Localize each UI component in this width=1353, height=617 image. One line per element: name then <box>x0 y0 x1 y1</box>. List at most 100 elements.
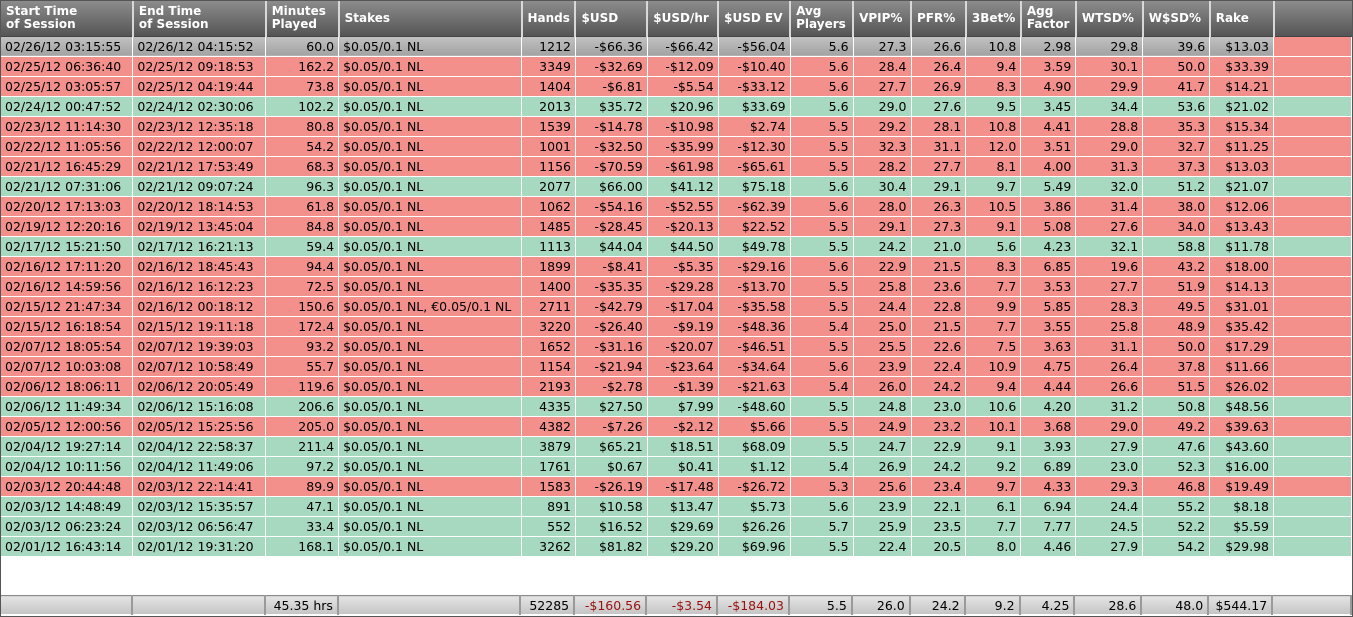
column-header-hands[interactable]: Hands <box>521 1 577 37</box>
column-header-avg-players[interactable]: Avg Players <box>790 1 855 37</box>
cell-vpip: 25.9 <box>853 516 912 537</box>
column-header-rake[interactable]: Rake <box>1209 1 1275 37</box>
column-header-usd[interactable]: $USD <box>575 1 649 37</box>
table-row[interactable]: 02/04/12 19:27:14 02/04/12 22:58:37 211.4 $… <box>1 436 1352 457</box>
cell-stakes: $0.05/0.1 NL <box>338 236 522 257</box>
column-header-pfr[interactable]: PFR% <box>911 1 967 37</box>
cell-usd-ev: -$13.70 <box>718 276 791 297</box>
table-row[interactable]: 02/15/12 21:47:34 02/16/12 00:18:12 150.6 $… <box>1 296 1352 317</box>
cell-minutes-played: 60.0 <box>265 36 340 57</box>
table-row[interactable]: 02/25/12 06:36:40 02/25/12 09:18:53 162.2 $… <box>1 56 1352 77</box>
cell-three-bet: 9.7 <box>965 176 1022 197</box>
cell-start-time: 02/26/12 03:15:55 <box>1 36 134 57</box>
table-row[interactable]: 02/06/12 11:49:34 02/06/12 15:16:08 206.6 $… <box>1 396 1352 417</box>
cell-wsd: 38.0 <box>1142 196 1211 217</box>
cell-usd: -$35.35 <box>575 276 648 297</box>
cell-vpip: 23.9 <box>853 356 912 377</box>
cell-agg-factor: 3.55 <box>1020 316 1077 337</box>
cell-wsd: 49.5 <box>1142 296 1211 317</box>
total-wsd: 48.0 <box>1141 595 1210 615</box>
column-header-usd-per-hour[interactable]: $USD/hr <box>647 1 720 37</box>
cell-three-bet: 8.0 <box>965 536 1022 557</box>
table-row[interactable]: 02/17/12 15:21:50 02/17/12 16:21:13 59.4 $0… <box>1 236 1352 257</box>
cell-usd-per-hour: $20.96 <box>647 96 719 117</box>
cell-rake: $21.02 <box>1209 96 1275 117</box>
column-header-vpip[interactable]: VPIP% <box>853 1 912 37</box>
cell-usd-per-hour: -$10.98 <box>647 116 719 137</box>
cell-three-bet: 7.5 <box>965 336 1022 357</box>
cell-wsd: 35.3 <box>1142 116 1211 137</box>
cell-start-time: 02/16/12 17:11:20 <box>1 256 134 277</box>
table-row-selected[interactable]: 02/26/12 03:15:55 02/26/12 04:15:52 60.0 $0… <box>1 36 1352 57</box>
table-row[interactable]: 02/15/12 16:18:54 02/15/12 19:11:18 172.4 $… <box>1 316 1352 337</box>
column-header-wtsd[interactable]: WTSD% <box>1075 1 1144 37</box>
column-header-start-time[interactable]: Start Time of Session <box>1 1 134 37</box>
cell-pfr: 31.1 <box>911 136 967 157</box>
cell-start-time: 02/24/12 00:47:52 <box>1 96 134 117</box>
table-row[interactable]: 02/04/12 10:11:56 02/04/12 11:49:06 97.2 $0… <box>1 456 1352 477</box>
row-filler <box>1273 316 1352 337</box>
cell-rake: $8.18 <box>1209 496 1275 517</box>
column-header-stakes[interactable]: Stakes <box>338 1 523 37</box>
row-filler <box>1273 196 1352 217</box>
table-row[interactable]: 02/07/12 18:05:54 02/07/12 19:39:03 93.2 $0… <box>1 336 1352 357</box>
table-row[interactable]: 02/07/12 10:03:08 02/07/12 10:58:49 55.7 $0… <box>1 356 1352 377</box>
table-row[interactable]: 02/03/12 14:48:49 02/03/12 15:35:57 47.1 $0… <box>1 496 1352 517</box>
cell-three-bet: 10.5 <box>965 196 1022 217</box>
table-row[interactable]: 02/24/12 00:47:52 02/24/12 02:30:06 102.2 $… <box>1 96 1352 117</box>
cell-rake: $29.98 <box>1209 536 1275 557</box>
table-row[interactable]: 02/22/12 11:05:56 02/22/12 12:00:07 54.2 $0… <box>1 136 1352 157</box>
total-avg-players: 5.5 <box>788 595 853 615</box>
cell-stakes: $0.05/0.1 NL <box>338 276 522 297</box>
table-row[interactable]: 02/06/12 18:06:11 02/06/12 20:05:49 119.6 $… <box>1 376 1352 397</box>
cell-agg-factor: 4.46 <box>1020 536 1077 557</box>
cell-end-time: 02/23/12 12:35:18 <box>132 116 267 137</box>
table-row[interactable]: 02/20/12 17:13:03 02/20/12 18:14:53 61.8 $0… <box>1 196 1352 217</box>
column-header-end-time[interactable]: End Time of Session <box>132 1 267 37</box>
table-row[interactable]: 02/01/12 16:43:14 02/01/12 19:31:20 168.1 $… <box>1 536 1352 557</box>
table-row[interactable]: 02/05/12 12:00:56 02/05/12 15:25:56 205.0 $… <box>1 416 1352 437</box>
cell-minutes-played: 54.2 <box>265 136 340 157</box>
cell-start-time: 02/25/12 06:36:40 <box>1 56 134 77</box>
table-row[interactable]: 02/23/12 11:14:30 02/23/12 12:35:18 80.8 $0… <box>1 116 1352 137</box>
table-row[interactable]: 02/21/12 07:31:06 02/21/12 09:07:24 96.3 $0… <box>1 176 1352 197</box>
cell-stakes: $0.05/0.1 NL <box>338 116 522 137</box>
column-header-usd-ev[interactable]: $USD EV <box>718 1 792 37</box>
cell-avg-players: 5.5 <box>790 536 854 557</box>
column-header-three-bet[interactable]: 3Bet% <box>965 1 1022 37</box>
column-header-label: Start Time <box>6 4 78 19</box>
cell-rake: $39.63 <box>1209 416 1275 437</box>
totals-filler <box>1272 595 1352 615</box>
cell-wsd: 51.2 <box>1142 176 1211 197</box>
cell-usd-per-hour: $44.50 <box>647 236 719 257</box>
cell-minutes-played: 68.3 <box>265 156 340 177</box>
column-header-minutes-played[interactable]: Minutes Played <box>265 1 340 37</box>
row-filler <box>1273 276 1352 297</box>
table-row[interactable]: 02/03/12 20:44:48 02/03/12 22:14:41 89.9 $0… <box>1 476 1352 497</box>
cell-usd-ev: $5.66 <box>718 416 791 437</box>
cell-usd-ev: -$46.51 <box>718 336 791 357</box>
column-header-agg-factor[interactable]: Agg Factor <box>1020 1 1077 37</box>
cell-avg-players: 5.4 <box>790 316 854 337</box>
table-row[interactable]: 02/19/12 12:20:16 02/19/12 13:45:04 84.8 $0… <box>1 216 1352 237</box>
table-row[interactable]: 02/16/12 17:11:20 02/16/12 18:45:43 94.4 $0… <box>1 256 1352 277</box>
column-header-wsd[interactable]: W$SD% <box>1142 1 1211 37</box>
cell-wtsd: 31.1 <box>1075 336 1144 357</box>
cell-wtsd: 28.3 <box>1075 296 1144 317</box>
cell-stakes: $0.05/0.1 NL <box>338 356 522 377</box>
cell-usd-per-hour: -$52.55 <box>647 196 719 217</box>
table-row[interactable]: 02/16/12 14:59:56 02/16/12 16:12:23 72.5 $0… <box>1 276 1352 297</box>
cell-usd: -$6.81 <box>575 76 648 97</box>
table-row[interactable]: 02/25/12 03:05:57 02/25/12 04:19:44 73.8 $0… <box>1 76 1352 97</box>
column-header-label: VPIP% <box>859 10 903 25</box>
cell-pfr: 23.6 <box>911 276 967 297</box>
table-row[interactable]: 02/03/12 06:23:24 02/03/12 06:56:47 33.4 $0… <box>1 516 1352 537</box>
total-end-time <box>132 595 266 615</box>
cell-stakes: $0.05/0.1 NL <box>338 256 522 277</box>
table-row[interactable]: 02/21/12 16:45:29 02/21/12 17:53:49 68.3 $0… <box>1 156 1352 177</box>
cell-vpip: 26.0 <box>853 376 912 397</box>
cell-hands: 2013 <box>521 96 576 117</box>
cell-hands: 1001 <box>521 136 576 157</box>
cell-start-time: 02/03/12 06:23:24 <box>1 516 134 537</box>
cell-end-time: 02/04/12 11:49:06 <box>132 456 267 477</box>
